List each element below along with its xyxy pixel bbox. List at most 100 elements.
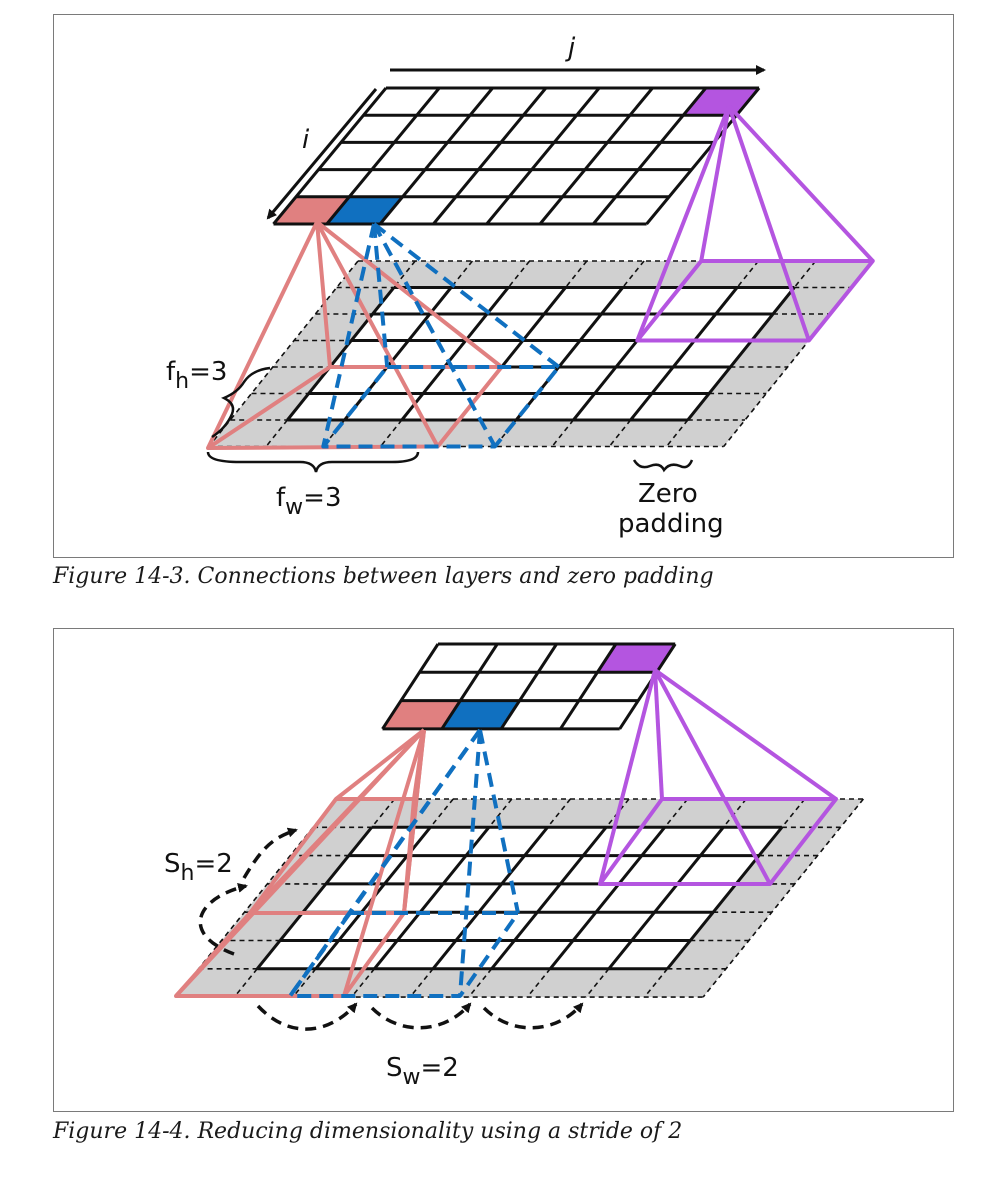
- pink-field-edge: [206, 221, 319, 449]
- padding-dash: [208, 260, 359, 448]
- grid-line: [272, 87, 388, 225]
- pink-field-top-edge: [334, 728, 426, 801]
- purple-field-edge: [635, 105, 731, 342]
- padding-dash: [643, 968, 669, 998]
- zero-padding-brace: [632, 459, 694, 473]
- label-sw: Sw=2: [386, 1053, 459, 1090]
- blue-field-edge: [321, 223, 376, 447]
- fig1-receptive-field-lines: [206, 104, 875, 450]
- sh-arc-1: [242, 827, 298, 879]
- padding-dash: [350, 968, 376, 998]
- grid-line: [256, 826, 373, 970]
- padding-dash: [292, 968, 317, 998]
- grid-line: [549, 826, 666, 970]
- purple-field-edge: [653, 669, 664, 800]
- fig2-receptive-field-lines: [174, 668, 838, 998]
- label-fw: fw=3: [276, 483, 341, 520]
- grid-background: [273, 88, 760, 224]
- figure-14-4-caption: Figure 14-4. Reducing dimensionality usi…: [53, 1119, 683, 1144]
- blue-field-edge: [288, 728, 482, 998]
- label-fh: fh=3: [166, 357, 227, 394]
- padding-dash: [736, 260, 760, 289]
- purple-field-edge: [598, 669, 657, 885]
- grid-line: [490, 826, 608, 970]
- label-padding: padding: [618, 509, 724, 539]
- grid-line: [432, 87, 548, 225]
- padding-dash: [488, 798, 513, 828]
- sw-arc-3: [482, 1002, 584, 1030]
- purple-field-edge: [727, 104, 875, 263]
- grid-line: [592, 87, 707, 225]
- padding-dash: [664, 798, 689, 828]
- padding-dash: [233, 968, 258, 998]
- grid-line: [686, 286, 796, 421]
- output-cell-blue: [326, 196, 403, 224]
- pink-field-edge: [315, 220, 503, 369]
- blue-field-edge: [372, 223, 497, 448]
- blue-field-edge: [458, 729, 482, 997]
- blue-field-edge: [372, 222, 561, 369]
- padding-dash: [551, 419, 575, 448]
- sh-arc-2: [198, 883, 248, 956]
- padding-dash: [622, 260, 645, 289]
- grid-line: [400, 286, 510, 421]
- output-cell-blue: [441, 700, 520, 729]
- grid-line: [629, 286, 739, 421]
- padding-dash: [371, 798, 396, 828]
- grid-line: [618, 643, 677, 730]
- label-zero: Zero: [638, 479, 698, 509]
- sw-arc-2: [370, 1002, 472, 1030]
- padding-dash: [793, 260, 817, 289]
- grid-line: [666, 826, 784, 970]
- grid-line: [499, 643, 558, 730]
- padding-dash: [722, 798, 747, 828]
- grid-line: [440, 643, 499, 730]
- padding-dash: [665, 419, 689, 448]
- grid-line: [378, 87, 494, 225]
- purple-field-edge: [699, 105, 731, 262]
- grid-line: [607, 826, 725, 970]
- padding-dash: [781, 798, 806, 828]
- fh-brace: [211, 366, 271, 439]
- blue-field-edge: [372, 223, 390, 368]
- figure-14-3-caption: Figure 14-3. Connections between layers …: [53, 564, 714, 589]
- padding-dash: [379, 419, 403, 448]
- purple-field-edge: [653, 668, 838, 801]
- padding-dash: [429, 798, 454, 828]
- grid-line: [325, 87, 441, 225]
- output-cell-pink: [382, 700, 461, 729]
- blue-field-edge: [478, 729, 520, 914]
- padding-dash: [409, 968, 434, 998]
- padding-dash: [702, 798, 865, 998]
- zero-padding-band: [208, 261, 873, 447]
- pink-field-edge: [315, 221, 440, 448]
- fig2-input-layer: [175, 798, 865, 998]
- label-j: j: [565, 33, 576, 63]
- grid-line: [485, 87, 601, 225]
- padding-dash: [450, 260, 474, 289]
- fig2-output-layer: [381, 642, 677, 731]
- pink-field-edge: [315, 221, 332, 368]
- padding-dash: [608, 419, 632, 448]
- padding-dash: [468, 968, 493, 998]
- sw-arc-1: [256, 1002, 358, 1031]
- purple-field-edge: [727, 105, 811, 342]
- padding-dash: [265, 419, 289, 448]
- padding-dash: [546, 798, 572, 828]
- padding-dash: [526, 968, 551, 998]
- padding-dash: [175, 798, 337, 998]
- i-axis-arrow: [266, 88, 378, 220]
- grid-line: [559, 643, 618, 730]
- purple-field-edge: [653, 669, 772, 885]
- label-sh: Sh=2: [164, 849, 233, 886]
- grid-line: [381, 643, 440, 730]
- pink-field-edge: [174, 728, 426, 998]
- grid-line: [431, 826, 549, 970]
- padding-dash: [507, 260, 531, 289]
- zero-padding-band: [175, 799, 864, 998]
- label-i: i: [302, 125, 310, 155]
- output-cell-pink: [273, 196, 350, 224]
- grid-line: [645, 87, 761, 225]
- grid-line: [538, 87, 654, 225]
